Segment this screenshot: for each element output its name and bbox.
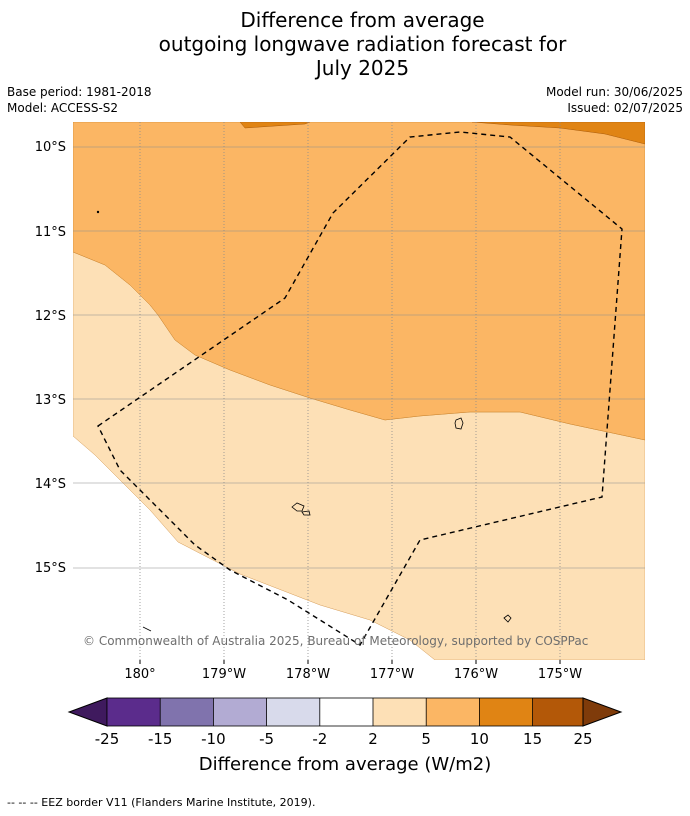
forecast-map: © Commonwealth of Australia 2025, Bureau…	[35, 122, 645, 775]
title-line-2: outgoing longwave radiation forecast for	[158, 32, 567, 56]
anomaly-region-5-10	[73, 122, 645, 441]
colorbar-segment-8	[479, 698, 533, 726]
lon-label-176w: 176°W	[454, 667, 498, 682]
colorbar-segment-5	[319, 698, 373, 726]
island-small	[301, 510, 311, 516]
island-south-east	[503, 614, 512, 623]
lat-label-10s: 10°S	[35, 140, 66, 155]
longitude-labels: 180° 179°W 178°W 177°W 176°W 175°W	[124, 667, 582, 682]
colorbar-tick: 10	[470, 730, 489, 748]
island-south	[142, 626, 152, 632]
island-south-west	[291, 502, 305, 512]
issued-date: Issued: 02/07/2025	[567, 101, 683, 115]
colorbar-segment-2	[160, 698, 214, 726]
lat-label-14s: 14°S	[35, 477, 66, 492]
lon-label-177w: 177°W	[370, 667, 414, 682]
title-line-3: July 2025	[315, 56, 410, 80]
colorbar-tick: 5	[421, 730, 431, 748]
colorbar-segment-1	[107, 698, 161, 726]
eez-legend-note: -- -- -- EEZ border V11 (Flanders Marine…	[7, 796, 316, 809]
colorbar-tick: 2	[368, 730, 378, 748]
lon-label-179w: 179°W	[202, 667, 246, 682]
colorbar-tick: 15	[523, 730, 542, 748]
eez-border	[97, 131, 623, 646]
colorbar-segment-7	[426, 698, 480, 726]
anomaly-region-10-15-west	[239, 122, 311, 129]
map-title: Difference from average outgoing longwav…	[0, 8, 690, 80]
colorbar-segment-9	[532, 698, 583, 726]
colorbar-max-arrow	[582, 697, 623, 727]
colorbar-segment-6	[373, 698, 427, 726]
model-run: Model run: 30/06/2025	[545, 85, 683, 99]
colorbar-tick: -2	[312, 730, 327, 748]
islet	[96, 210, 100, 214]
colorbar-label: Difference from average (W/m2)	[199, 754, 491, 775]
colorbar-segment-3	[213, 698, 267, 726]
run-info: Model run: 30/06/2025 Issued: 02/07/2025	[546, 84, 683, 116]
island-east	[454, 417, 464, 430]
latitude-labels: 10°S 11°S 12°S 13°S 14°S 15°S	[35, 140, 66, 576]
title-line-1: Difference from average	[240, 8, 485, 32]
colorbar-min-arrow	[67, 697, 108, 727]
colorbar-tick: 25	[573, 730, 592, 748]
model-name: Model: ACCESS-S2	[7, 101, 119, 115]
lat-label-11s: 11°S	[35, 225, 66, 240]
colorbar-tick-labels: -25 -15 -10 -5 -2 2 5 10 15 25	[95, 730, 593, 748]
model-info: Base period: 1981-2018 Model: ACCESS-S2	[7, 84, 152, 116]
colorbar-tick: -5	[259, 730, 274, 748]
colorbar-tick: -25	[95, 730, 120, 748]
base-period: Base period: 1981-2018	[7, 85, 152, 99]
colorbar-segment-4	[266, 698, 320, 726]
lat-label-15s: 15°S	[35, 561, 66, 576]
lon-label-180: 180°	[124, 667, 155, 682]
lon-label-175w: 175°W	[538, 667, 582, 682]
lat-label-13s: 13°S	[35, 393, 66, 408]
colorbar-tick: -10	[201, 730, 226, 748]
map-area: © Commonwealth of Australia 2025, Bureau…	[73, 122, 645, 660]
longitude-ticks	[139, 660, 561, 664]
lon-label-178w: 178°W	[286, 667, 330, 682]
lat-label-12s: 12°S	[35, 309, 66, 324]
copyright-notice: © Commonwealth of Australia 2025, Bureau…	[83, 634, 588, 648]
islands	[96, 210, 512, 632]
colorbar	[67, 697, 623, 727]
latitude-gridlines	[73, 146, 645, 569]
colorbar-tick: -15	[148, 730, 173, 748]
anomaly-region-10-15-east	[471, 122, 645, 145]
